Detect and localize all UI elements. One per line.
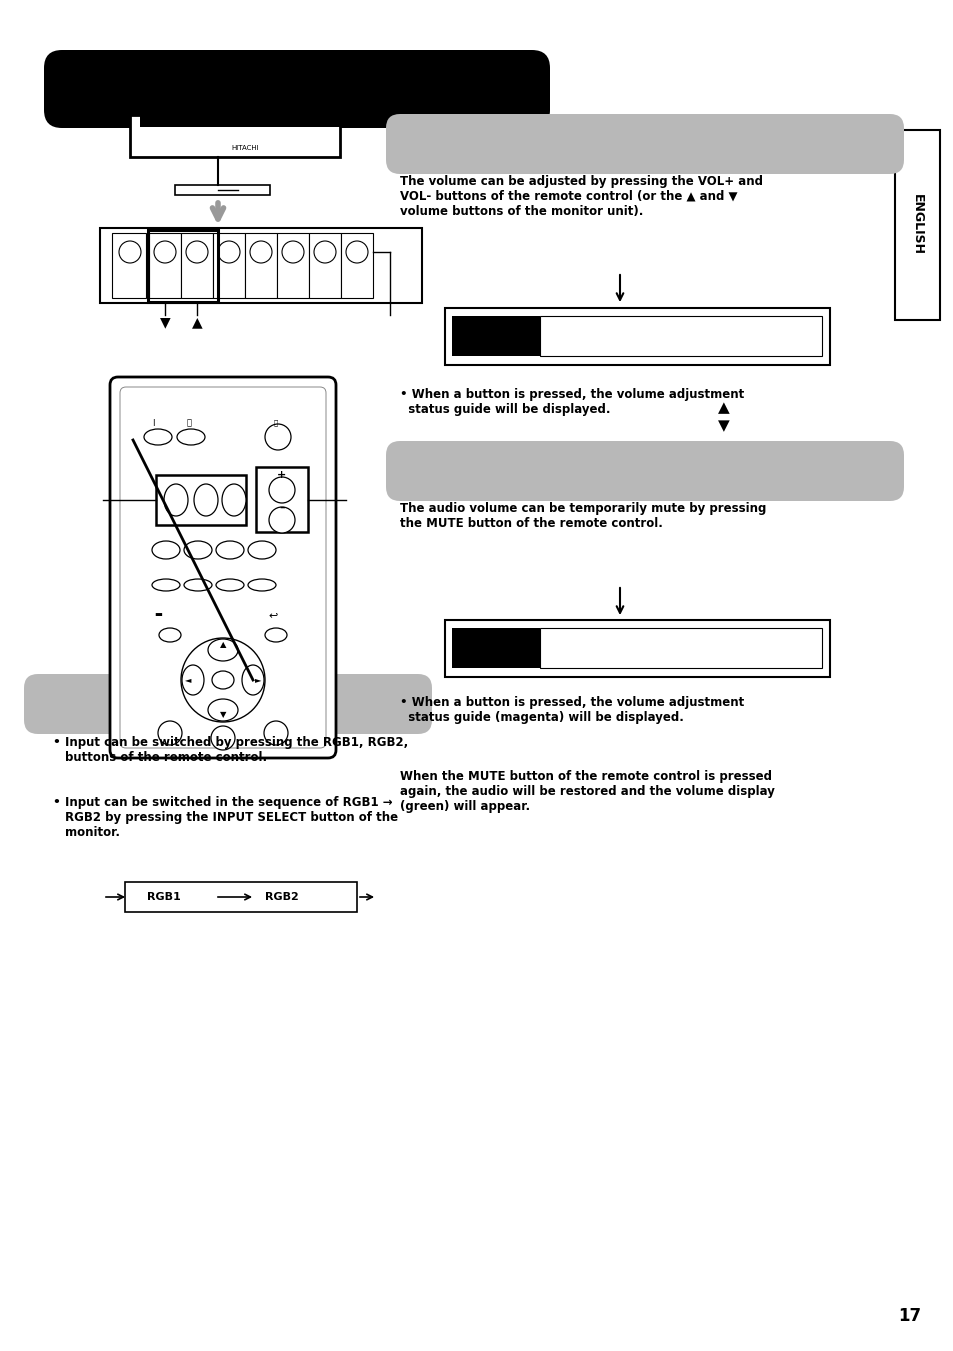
Text: The volume can be adjusted by pressing the VOL+ and
VOL- buttons of the remote c: The volume can be adjusted by pressing t… [399, 176, 762, 218]
FancyBboxPatch shape [24, 674, 432, 734]
Ellipse shape [222, 484, 246, 516]
Text: ENGLISH: ENGLISH [910, 195, 923, 255]
FancyBboxPatch shape [386, 440, 903, 501]
Bar [539, 628, 821, 667]
Circle shape [346, 240, 368, 263]
Text: –: – [279, 503, 285, 513]
Bar [213, 232, 245, 299]
Bar [309, 232, 340, 299]
Ellipse shape [215, 580, 244, 590]
Ellipse shape [184, 580, 212, 590]
Circle shape [181, 638, 265, 721]
Bar [444, 620, 829, 677]
Bar [245, 232, 276, 299]
Ellipse shape [215, 540, 244, 559]
Text: •: • [52, 796, 60, 809]
Text: ▼: ▼ [718, 417, 729, 434]
Ellipse shape [159, 628, 181, 642]
FancyBboxPatch shape [44, 50, 550, 128]
Text: Input can be switched in the sequence of RGB1 →
RGB2 by pressing the INPUT SELEC: Input can be switched in the sequence of… [65, 796, 397, 839]
Text: HITACHI: HITACHI [231, 145, 258, 151]
Ellipse shape [265, 628, 287, 642]
Text: I: I [152, 419, 154, 427]
Text: RGB1: RGB1 [147, 892, 180, 902]
Bar [444, 308, 829, 365]
Ellipse shape [177, 430, 205, 444]
Bar [149, 232, 181, 299]
FancyBboxPatch shape [386, 113, 903, 174]
Circle shape [314, 240, 335, 263]
Text: Input can be switched by pressing the RGB1, RGB2,
buttons of the remote control.: Input can be switched by pressing the RG… [65, 736, 408, 765]
Text: ↩: ↩ [268, 611, 277, 620]
Bar [130, 115, 339, 157]
Text: ◄: ◄ [185, 676, 191, 685]
Ellipse shape [144, 430, 172, 444]
FancyBboxPatch shape [120, 386, 326, 748]
Bar [125, 882, 356, 912]
Bar [174, 185, 270, 195]
Ellipse shape [193, 484, 218, 516]
Text: ▼: ▼ [159, 315, 171, 330]
Text: ▲: ▲ [192, 315, 202, 330]
Bar [255, 467, 308, 532]
Text: The audio volume can be temporarily mute by pressing
the MUTE button of the remo: The audio volume can be temporarily mute… [399, 503, 765, 530]
Ellipse shape [212, 671, 233, 689]
Circle shape [119, 240, 141, 263]
Ellipse shape [248, 580, 275, 590]
Bar [148, 230, 218, 303]
Text: ▼: ▼ [219, 711, 226, 720]
Text: ⏾: ⏾ [274, 420, 278, 427]
Ellipse shape [164, 484, 188, 516]
Circle shape [211, 725, 234, 750]
FancyBboxPatch shape [110, 377, 335, 758]
Bar [181, 232, 213, 299]
Bar [100, 228, 421, 303]
Text: ▲: ▲ [219, 640, 226, 650]
Bar [452, 316, 539, 357]
Text: 17: 17 [898, 1306, 921, 1325]
Text: RGB2: RGB2 [265, 892, 298, 902]
Bar [156, 476, 246, 526]
Bar [112, 232, 146, 299]
Bar [140, 115, 339, 127]
Text: ▲: ▲ [718, 400, 729, 415]
Circle shape [264, 721, 288, 744]
Bar [539, 316, 821, 357]
Ellipse shape [152, 540, 180, 559]
Ellipse shape [248, 540, 275, 559]
Circle shape [282, 240, 304, 263]
Circle shape [158, 721, 182, 744]
Ellipse shape [208, 698, 237, 721]
Ellipse shape [184, 540, 212, 559]
Text: •: • [52, 736, 60, 748]
Ellipse shape [242, 665, 264, 694]
Bar [894, 130, 939, 320]
Text: When the MUTE button of the remote control is pressed
again, the audio will be r: When the MUTE button of the remote contr… [399, 770, 774, 813]
Circle shape [153, 240, 175, 263]
Text: ⏻: ⏻ [186, 419, 192, 427]
Text: ►: ► [254, 676, 261, 685]
Circle shape [269, 507, 294, 534]
Circle shape [265, 424, 291, 450]
Circle shape [186, 240, 208, 263]
Ellipse shape [182, 665, 204, 694]
Text: ▬: ▬ [153, 611, 162, 620]
Text: • When a button is pressed, the volume adjustment
  status guide (magenta) will : • When a button is pressed, the volume a… [399, 696, 743, 724]
Ellipse shape [152, 580, 180, 590]
Bar [340, 232, 373, 299]
Text: +: + [277, 470, 286, 480]
Circle shape [218, 240, 240, 263]
Text: • When a button is pressed, the volume adjustment
  status guide will be display: • When a button is pressed, the volume a… [399, 388, 743, 416]
Bar [276, 232, 309, 299]
Bar [452, 628, 539, 667]
Circle shape [250, 240, 272, 263]
Ellipse shape [208, 639, 237, 661]
Circle shape [269, 477, 294, 503]
